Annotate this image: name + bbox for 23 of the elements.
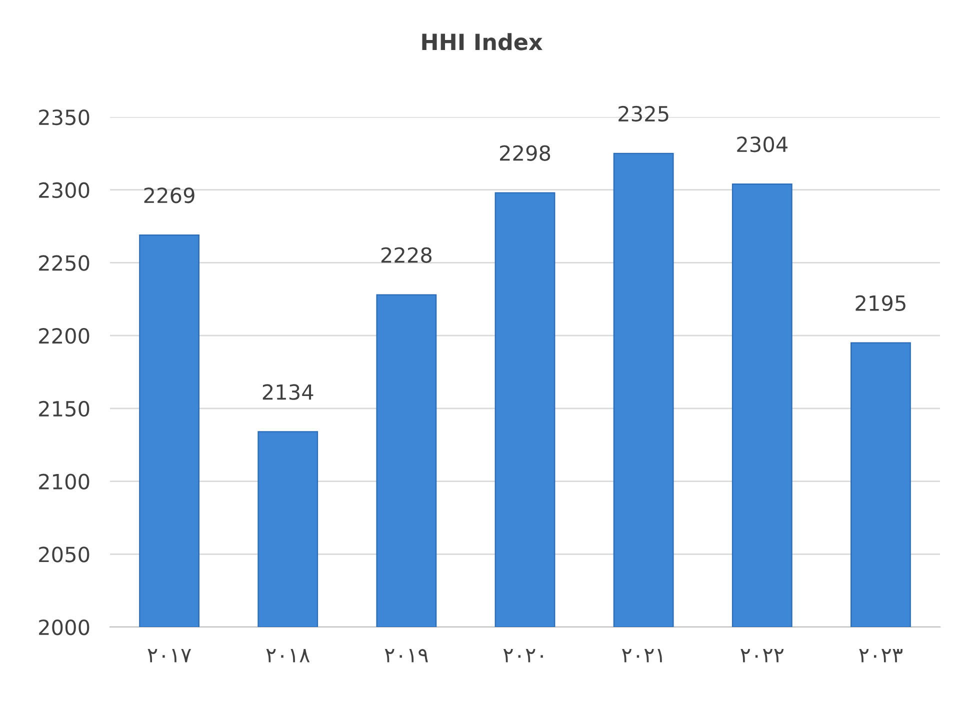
data-label: 2304 [737,136,788,152]
data-label: 2325 [618,106,668,122]
x-tick-label: ٢٠١٩ [384,648,428,662]
x-tick-label: ٢٠١٨ [266,649,310,662]
x-tick-label: ٢٠٢٣ [859,649,902,662]
chart-title: HHI Index [422,33,542,50]
y-tick-label: 2050 [39,546,90,562]
y-tick-label: 2350 [39,109,90,126]
y-tick-label: 2000 [39,619,90,636]
y-tick-label: 2150 [39,400,90,417]
x-tick-label: ٢٠٢٠ [503,649,543,662]
x-tick-label: ٢٠٢١ [622,649,662,662]
data-label: 2298 [500,145,550,161]
x-tick-label: ٢٠٢٢ [740,649,784,662]
y-tick-label: 2100 [39,474,90,490]
x-tick-label: ٢٠١٧ [148,649,192,662]
data-label: 2195 [856,295,906,312]
y-tick-label: 2300 [39,182,90,198]
data-label: 2228 [381,247,432,263]
y-tick-label: 2250 [39,255,90,271]
data-label: 2134 [262,384,314,400]
data-label: 2269 [144,187,194,204]
y-tick-label: 2200 [39,328,90,344]
